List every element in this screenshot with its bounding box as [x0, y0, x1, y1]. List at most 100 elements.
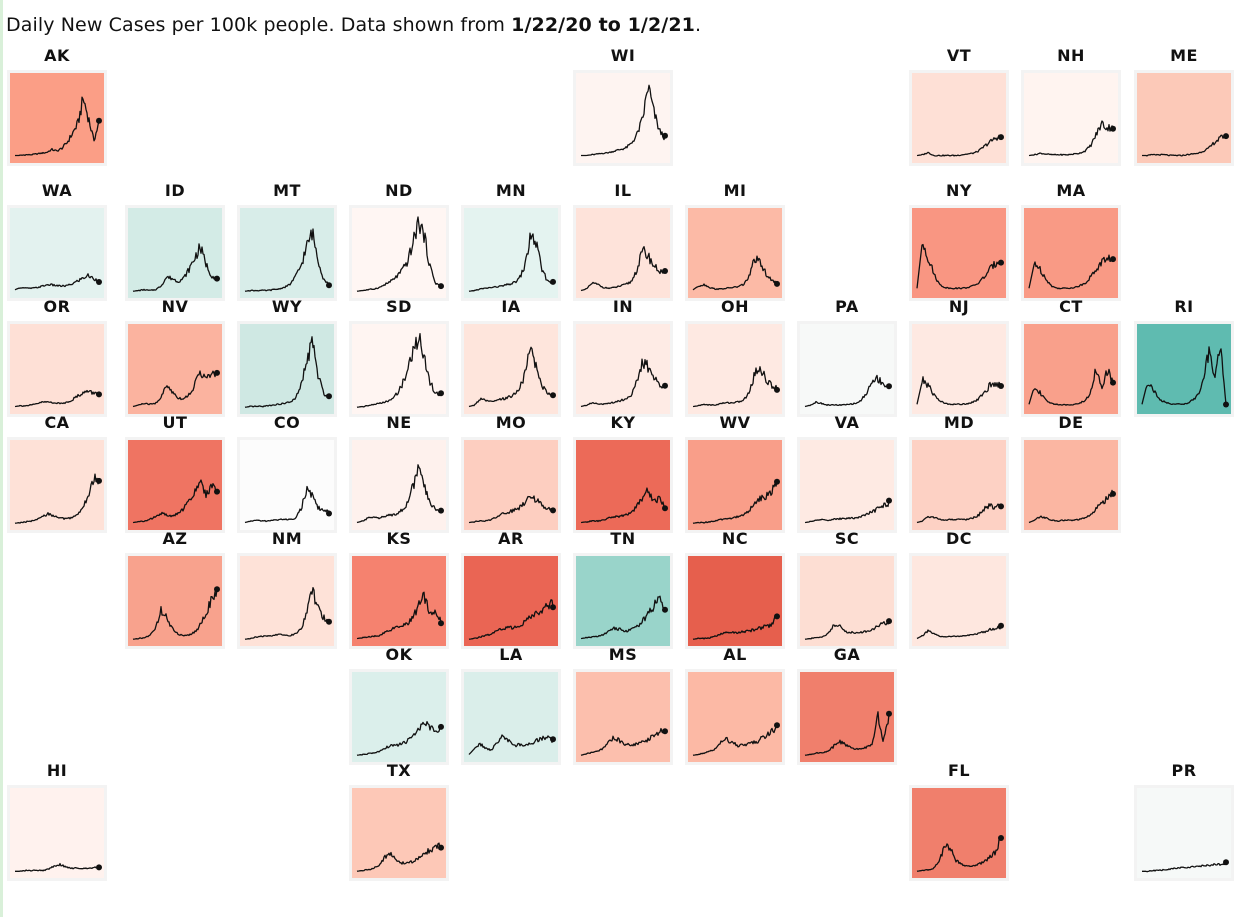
state-plot-background	[125, 437, 225, 533]
state-cases-line	[580, 727, 666, 756]
state-tile-ma: MA	[1021, 181, 1121, 301]
state-sparkline-svg	[468, 346, 556, 408]
state-plot-background	[237, 205, 337, 301]
state-last-value-dot	[326, 393, 332, 400]
state-last-value-dot	[214, 488, 220, 495]
state-tile-in: IN	[573, 297, 673, 417]
state-sparkline-svg	[1142, 859, 1229, 873]
state-plot-background	[349, 321, 449, 417]
state-cases-line	[14, 273, 100, 291]
state-last-value-dot	[96, 864, 102, 871]
state-label: NY	[946, 181, 972, 200]
state-cases-line	[1028, 120, 1114, 157]
state-cases-line	[132, 479, 218, 524]
state-sparkline-svg	[580, 487, 668, 524]
state-tile-mi: MI	[685, 181, 785, 301]
state-last-value-dot	[774, 722, 780, 729]
state-cases-line	[1028, 368, 1114, 406]
state-plot-background	[125, 205, 225, 301]
state-label: MD	[943, 413, 975, 432]
title-suffix: .	[694, 14, 702, 36]
state-tile-al: AL	[685, 645, 785, 765]
state-tile-nd: ND	[349, 181, 449, 301]
state-cases-line	[244, 228, 330, 292]
state-label: NV	[161, 297, 189, 316]
state-label: TX	[386, 761, 412, 780]
state-tile-mo: MO	[461, 413, 561, 533]
state-last-value-dot	[774, 613, 780, 620]
state-label: MT	[273, 181, 301, 200]
state-tile-md: MD	[909, 413, 1009, 533]
state-sparkline-svg	[356, 333, 444, 408]
state-last-value-dot	[662, 268, 668, 274]
state-tile-tn: TN	[573, 529, 673, 649]
state-label: NJ	[948, 297, 970, 316]
state-plot-background	[685, 321, 785, 417]
state-sparkline-svg	[14, 273, 102, 291]
state-label: OR	[43, 297, 71, 316]
state-cases-line	[132, 243, 218, 292]
state-sparkline-svg	[692, 366, 780, 408]
state-tile-sd: SD	[349, 297, 449, 417]
state-cases-line	[1142, 133, 1227, 157]
state-plot-background	[573, 553, 673, 649]
state-cases-line	[580, 358, 666, 408]
state-cases-line	[580, 595, 666, 640]
state-tile-ok: OK	[349, 645, 449, 765]
title-prefix: Daily New Cases per 100k people. Data sh…	[6, 14, 512, 36]
state-last-value-dot	[438, 283, 444, 290]
state-plot-background	[797, 321, 897, 417]
state-label: KY	[610, 413, 636, 432]
state-plot-background	[685, 669, 785, 765]
state-plot-background	[461, 437, 561, 533]
state-label: PR	[1171, 761, 1197, 780]
state-last-value-dot	[774, 280, 780, 287]
state-plot-background	[349, 785, 449, 881]
state-cases-line	[132, 370, 218, 408]
state-label: WV	[719, 413, 751, 432]
state-plot-background	[349, 437, 449, 533]
state-label: DE	[1058, 413, 1084, 432]
state-last-value-dot	[886, 497, 892, 504]
state-tile-mn: MN	[461, 181, 561, 301]
state-plot-background	[125, 553, 225, 649]
state-label: NH	[1057, 46, 1085, 65]
state-label: CA	[44, 413, 70, 432]
state-sparkline-svg	[132, 243, 220, 292]
state-cases-line	[356, 720, 442, 756]
state-cases-line	[468, 495, 554, 524]
state-plot-background	[1021, 70, 1121, 166]
state-cases-line	[916, 837, 1002, 872]
state-plot-background	[461, 553, 561, 649]
state-cases-line	[804, 620, 890, 640]
state-label: OK	[385, 645, 413, 664]
state-label: IA	[501, 297, 521, 316]
state-last-value-dot	[886, 618, 892, 625]
state-tile-wy: WY	[237, 297, 337, 417]
state-tile-ks: KS	[349, 529, 449, 649]
state-sparkline-svg	[804, 374, 892, 408]
state-tile-va: VA	[797, 413, 897, 533]
state-cases-line	[1028, 489, 1114, 524]
state-cases-line	[356, 842, 442, 872]
state-tile-wa: WA	[7, 181, 107, 301]
state-sparkline-svg	[692, 722, 780, 756]
state-cases-line	[1141, 346, 1227, 406]
state-plot-background	[909, 70, 1009, 166]
state-last-value-dot	[550, 736, 556, 743]
state-label: WA	[41, 181, 73, 200]
state-sparkline-svg	[132, 369, 220, 408]
state-tile-pr: PR	[1134, 761, 1234, 881]
state-cases-line	[468, 346, 554, 408]
state-last-value-dot	[662, 382, 668, 389]
state-last-value-dot	[1223, 133, 1229, 140]
state-sparkline-svg	[356, 216, 444, 292]
state-sparkline-svg	[244, 336, 332, 408]
state-last-value-dot	[998, 134, 1004, 141]
state-tile-vt: VT	[909, 46, 1009, 166]
state-label: FL	[947, 761, 971, 780]
state-cases-line	[356, 464, 442, 524]
state-sparkline-svg	[468, 232, 556, 292]
state-tile-hi: HI	[7, 761, 107, 881]
state-sparkline-svg	[1028, 254, 1116, 290]
